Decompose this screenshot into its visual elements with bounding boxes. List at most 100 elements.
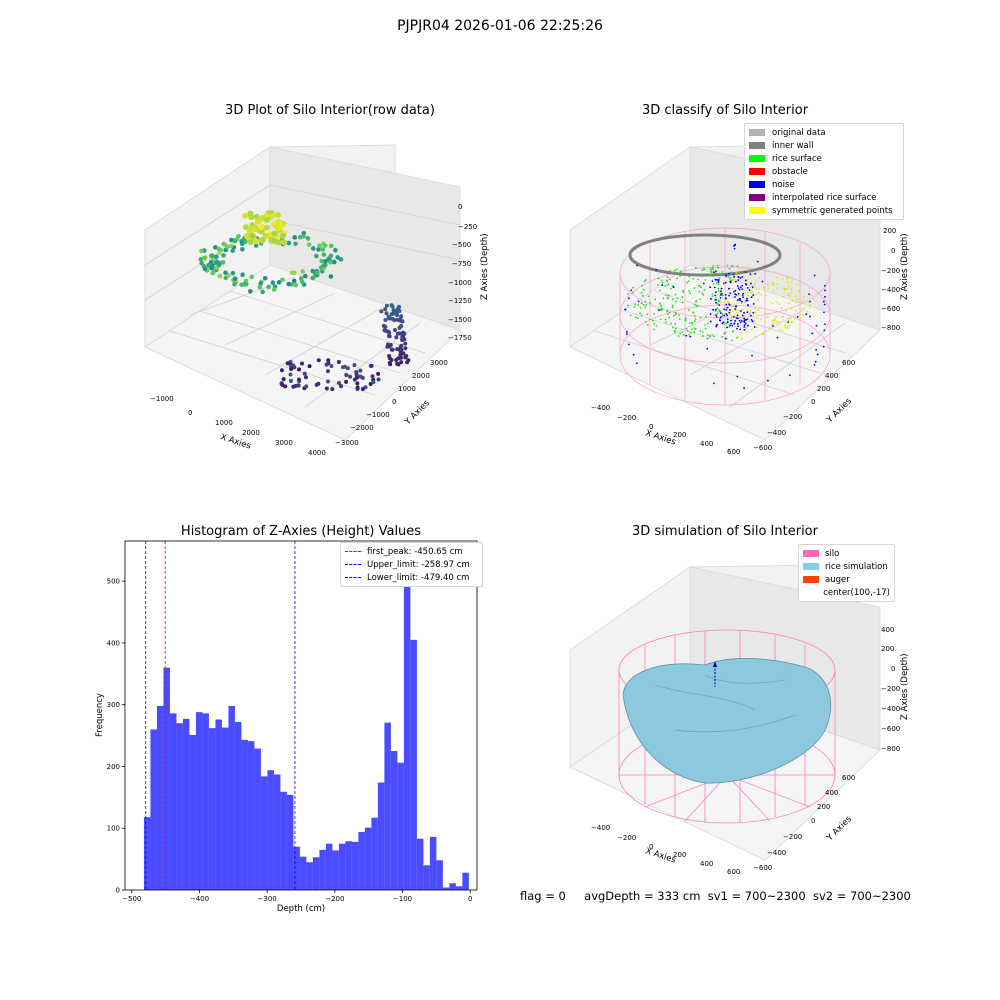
scatter-point: [788, 295, 791, 298]
scatter-point: [725, 303, 728, 306]
scatter-point: [787, 285, 790, 288]
p4-xtick: −400: [591, 824, 610, 832]
scatter-point: [627, 297, 630, 300]
scatter-point: [288, 378, 293, 383]
scatter-point: [275, 239, 282, 246]
scatter-point: [774, 320, 777, 323]
scatter-point: [694, 318, 697, 320]
scatter-point: [681, 296, 684, 298]
scatter-point: [396, 362, 401, 367]
scatter-point: [729, 292, 731, 295]
scatter-point: [786, 276, 789, 279]
scatter-point: [823, 311, 825, 314]
scatter-point: [289, 367, 294, 372]
scatter-point: [674, 322, 677, 325]
scatter-point: [388, 343, 393, 348]
scatter-point: [718, 277, 721, 280]
scatter-point: [736, 375, 739, 378]
scatter-point: [664, 285, 667, 288]
histogram-bar: [260, 776, 268, 890]
scatter-point: [263, 217, 270, 224]
scatter-point: [639, 306, 642, 309]
scatter-point: [655, 269, 658, 271]
scatter-point: [315, 270, 320, 275]
histogram-bar: [299, 856, 307, 890]
scatter-point: [300, 269, 306, 274]
scatter-point: [232, 276, 238, 281]
scatter-point: [694, 267, 697, 270]
p2-ztick: 200: [883, 227, 896, 235]
scatter-point: [249, 274, 255, 280]
histogram-bar: [319, 849, 326, 890]
scatter-point: [811, 332, 814, 335]
legend-swatch: [803, 563, 819, 570]
legend-label: symmetric generated points: [772, 205, 893, 216]
scatter-point: [703, 267, 705, 269]
legend-line-first-peak: [345, 551, 361, 552]
histogram-bar: [169, 713, 177, 890]
scatter-point: [708, 335, 711, 338]
scatter-point: [636, 264, 639, 267]
p2-xtick: 0: [649, 423, 653, 431]
scatter-point: [668, 316, 671, 319]
scatter-point: [735, 311, 738, 314]
histogram-bar: [410, 639, 417, 890]
scatter-point: [746, 311, 749, 314]
histogram-bar: [403, 556, 411, 890]
histogram-bar: [306, 862, 313, 890]
scatter-point: [746, 299, 749, 302]
scatter-point: [625, 330, 628, 333]
scatter-point: [674, 327, 677, 330]
scatter-point: [789, 317, 792, 320]
scatter-point: [328, 253, 334, 259]
scatter-point: [718, 319, 721, 322]
scatter-point: [691, 322, 694, 325]
scatter-point: [395, 317, 400, 322]
scatter-point: [797, 312, 800, 315]
scatter-point: [736, 299, 739, 302]
scatter-point: [296, 383, 301, 388]
scatter-point: [370, 374, 375, 379]
scatter-point: [281, 239, 288, 246]
scatter-point: [303, 273, 308, 279]
scatter-point: [783, 287, 785, 290]
scatter-point: [716, 302, 719, 305]
scatter-point: [699, 298, 702, 300]
scatter-point: [721, 313, 724, 316]
scatter-point: [682, 289, 684, 292]
scatter-point: [745, 297, 748, 300]
scatter-point: [316, 358, 321, 363]
scatter-point: [669, 269, 672, 272]
scatter-point: [784, 326, 786, 329]
scatter-point: [396, 356, 401, 361]
histogram-bar: [416, 838, 424, 890]
scatter-point: [742, 292, 745, 295]
scatter-point: [787, 319, 790, 322]
scatter-point: [632, 291, 634, 294]
p4-ytick: −200: [783, 833, 802, 841]
scatter-point: [230, 270, 236, 276]
scatter-point: [786, 327, 789, 330]
scatter-point: [667, 294, 669, 297]
scatter-point: [719, 294, 722, 296]
scatter-point: [326, 358, 331, 363]
scatter-point: [786, 280, 788, 283]
scatter-point: [738, 288, 741, 291]
scatter-point: [355, 385, 360, 390]
scatter-point: [795, 283, 798, 286]
scatter-point: [693, 303, 696, 306]
scatter-point: [715, 282, 718, 284]
legend-swatch: [749, 129, 765, 136]
scatter-point: [721, 271, 724, 273]
scatter-point: [328, 259, 333, 265]
scatter-point: [743, 328, 746, 331]
scatter-point: [688, 333, 691, 336]
scatter-point: [784, 288, 787, 290]
scatter-point: [760, 318, 762, 321]
p1-ytick: −1000: [366, 411, 390, 419]
scatter-point: [634, 303, 637, 306]
histogram-bar: [462, 872, 469, 890]
scatter-point: [711, 280, 714, 283]
scatter-point: [735, 305, 738, 308]
scatter-point: [743, 317, 745, 320]
